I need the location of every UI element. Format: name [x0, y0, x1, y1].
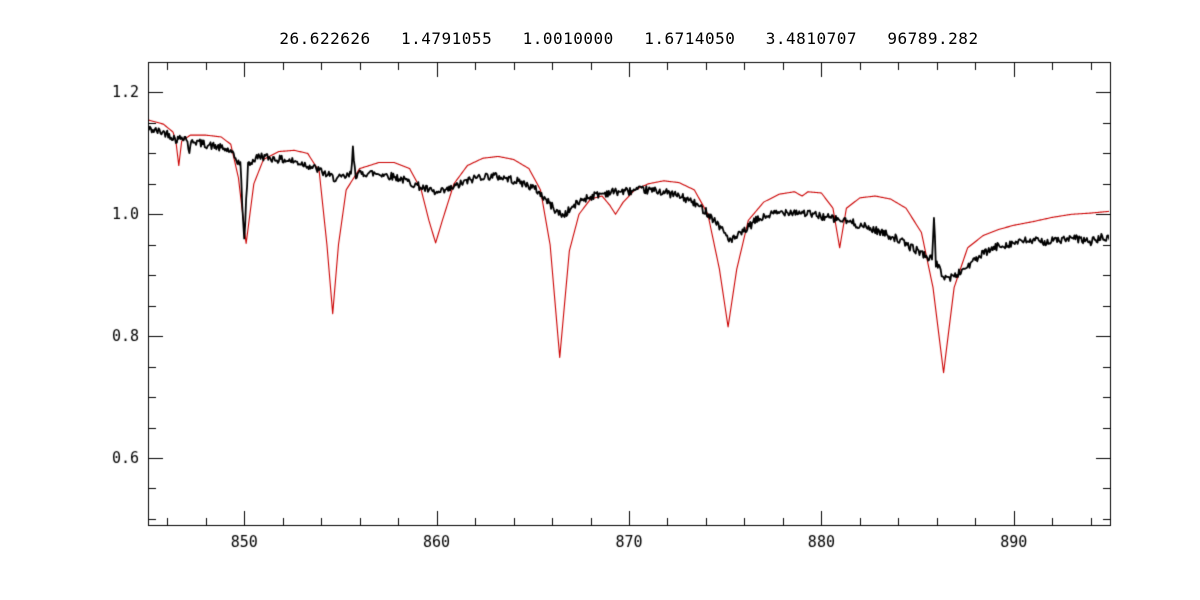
plot-title: 26.622626 1.4791055 1.0010000 1.6714050 … — [279, 29, 979, 48]
